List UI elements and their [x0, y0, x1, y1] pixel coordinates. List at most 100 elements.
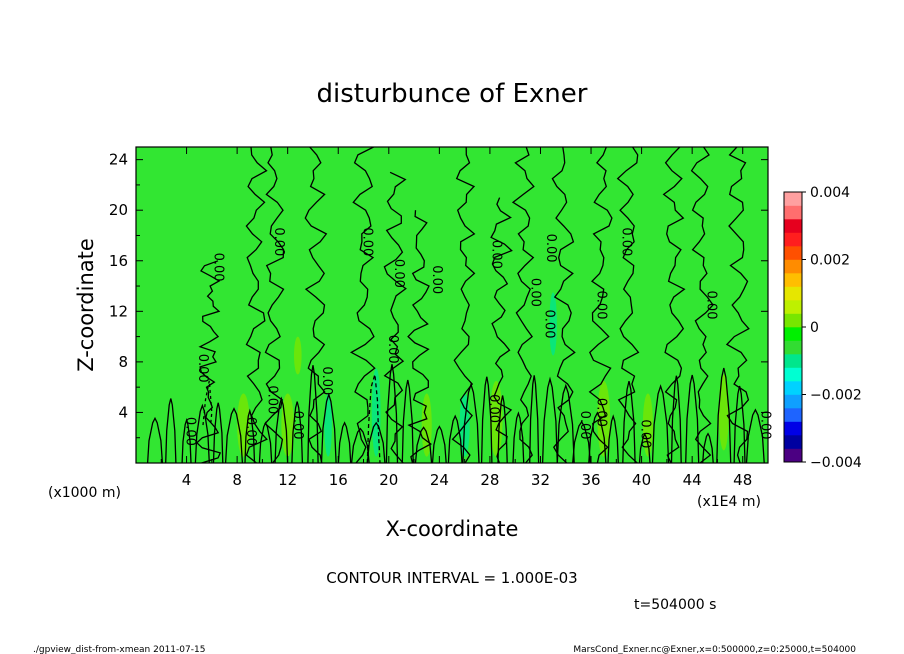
- contour-line: [616, 147, 640, 463]
- contour-line: [244, 408, 256, 463]
- z-unit-note: (x1000 m): [48, 485, 121, 501]
- y-tick-label: 4: [118, 403, 128, 421]
- contour-line: [511, 147, 535, 463]
- y-axis-label: Z-coordinate: [74, 238, 98, 372]
- contour-line: [291, 401, 304, 463]
- contour-line: [670, 375, 682, 463]
- footer-right: MarsCond_Exner.nc@Exner,x=0:500000,z=0:2…: [573, 645, 856, 654]
- x-axis: 4 8 12 16 20 24 28 32 36 40 44 48: [160, 147, 752, 489]
- colorbar-swatch: [784, 394, 802, 409]
- plot-area: 0.00 0.00 0.00 0.00 0.000.00 0.00 0.00 0.000.00…: [135, 146, 773, 464]
- contour-label: 0.00: [703, 291, 718, 320]
- contour-label: 0.00: [758, 411, 773, 440]
- shading-blob: [597, 380, 610, 457]
- contour-line: [638, 432, 651, 463]
- contour-label: 0.00: [319, 366, 334, 395]
- contour-line: [307, 365, 319, 463]
- contour-line: [607, 414, 619, 463]
- contour-line: [146, 416, 164, 463]
- contour-label: 0.00: [243, 417, 258, 446]
- y-tick-label: 20: [109, 201, 128, 219]
- colorbar-swatch: [784, 313, 802, 328]
- x-tick-label: 36: [581, 471, 600, 489]
- contour-interval-text: CONTOUR INTERVAL = 1.000E-03: [326, 569, 577, 587]
- contour-line: [588, 411, 607, 463]
- contour-line: [572, 420, 592, 463]
- contour-line: [702, 432, 714, 463]
- colorbar-label: 0.002: [810, 253, 850, 269]
- contour-line: [385, 364, 399, 463]
- contour-line: [245, 147, 268, 463]
- contour-label: 0.00: [183, 417, 198, 446]
- contour-line: [165, 398, 177, 463]
- colorbar-label: 0: [810, 320, 819, 336]
- x-unit-note: (x1E4 m): [697, 494, 761, 510]
- contour-label: 0.00: [638, 419, 653, 448]
- y-tick-label: 12: [109, 302, 128, 320]
- contour-line: [320, 392, 337, 463]
- contour-line: [733, 385, 746, 463]
- contour-label: 0.00: [290, 411, 305, 440]
- contour-line: [414, 426, 433, 463]
- shading-blob: [371, 368, 381, 457]
- colorbar-label: 0.004: [810, 185, 850, 201]
- shading-blob: [294, 336, 302, 375]
- colorbar-swatch: [784, 259, 802, 274]
- contour-line: [556, 383, 575, 463]
- contour-line: [274, 396, 289, 463]
- negative-contour-line: [202, 380, 213, 426]
- contour-line: [716, 367, 732, 463]
- contour-label: 0.00: [195, 354, 210, 383]
- x-tick-label: 24: [430, 471, 449, 489]
- contour-label: 0.00: [593, 398, 608, 427]
- contour-line: [529, 375, 540, 463]
- contour-line: [541, 376, 558, 463]
- contour-label: 0.00: [542, 310, 557, 339]
- x-tick-label: 44: [683, 471, 702, 489]
- contour-line: [451, 147, 476, 463]
- contour-line: [366, 421, 386, 463]
- contour-line: [349, 147, 376, 463]
- contour-label: 0.00: [271, 227, 286, 256]
- colorbar-swatch: [784, 205, 802, 220]
- contour-line: [224, 407, 244, 463]
- contour-line: [181, 418, 192, 463]
- colorbar-swatch: [784, 300, 802, 314]
- contour-line: [337, 421, 352, 463]
- colorbar-swatch: [784, 448, 802, 463]
- contour-label: 0.00: [385, 335, 400, 364]
- time-text: t=504000 s: [634, 597, 716, 613]
- x-tick-label: 12: [278, 471, 297, 489]
- colorbar-swatch: [784, 219, 802, 233]
- shading-blob: [718, 374, 729, 451]
- colorbar-label: −0.004: [810, 455, 862, 471]
- y-tick-label: 24: [109, 151, 128, 169]
- contour-line: [462, 382, 480, 463]
- contour-line: [480, 376, 493, 463]
- contour-label: 0.00: [391, 259, 406, 288]
- shading-blob: [237, 393, 250, 457]
- colorbar-swatch: [784, 273, 802, 287]
- contour-label: 0.00: [577, 411, 592, 440]
- colorbar-swatch: [784, 232, 802, 247]
- contour-line: [212, 402, 224, 463]
- contour-line: [685, 374, 700, 463]
- y-tick-label: 16: [109, 252, 128, 270]
- colorbar-swatch: [784, 340, 802, 355]
- footer-left: ./gpview_dist-from-xmean 2011-07-15: [33, 645, 205, 654]
- negative-contour-line: [366, 374, 381, 463]
- y-axis: 4 8 12 16 20 24: [109, 151, 768, 439]
- colorbar-swatch: [784, 408, 802, 422]
- contour-line: [745, 408, 765, 463]
- colorbar-swatch: [784, 435, 802, 449]
- contour-line: [651, 384, 670, 463]
- x-tick-label: 16: [329, 471, 348, 489]
- contour-label: 0.00: [210, 253, 225, 282]
- colorbar-swatch: [784, 327, 802, 341]
- y-tick-label: 8: [118, 353, 128, 371]
- x-tick-label: 32: [531, 471, 550, 489]
- contour-labels: 0.00 0.00 0.00 0.00 0.000.00 0.00 0.00 0.000.00…: [183, 227, 773, 448]
- colorbar-swatch: [784, 286, 802, 301]
- contour-line: [401, 379, 414, 463]
